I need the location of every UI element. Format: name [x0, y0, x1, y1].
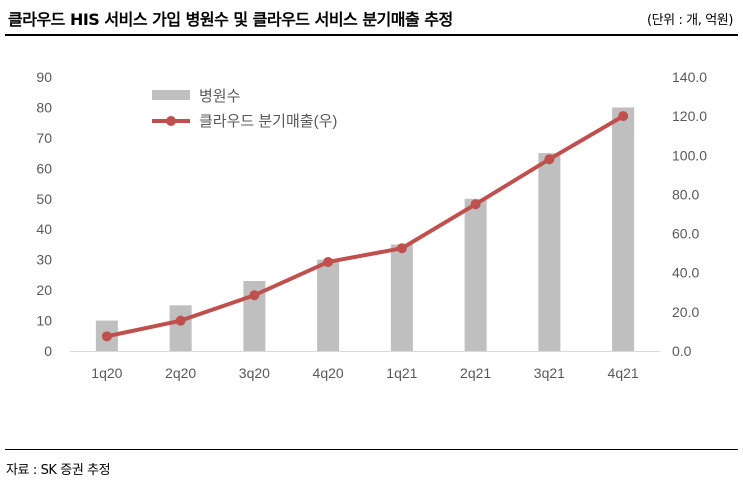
left-tick-label: 30 [36, 252, 52, 268]
line-point [323, 256, 334, 267]
x-tick-label: 4q20 [313, 365, 344, 381]
right-tick-label: 80.0 [672, 186, 699, 202]
source-note: 자료 : SK 증권 추정 [6, 463, 111, 478]
bar-series [95, 107, 635, 351]
line-point [618, 111, 629, 122]
combo-chart: 0 10 20 30 40 50 60 70 80 90 0.0 20.0 40.0 60.0 80.0 1… [36, 69, 707, 381]
line-point [101, 331, 112, 342]
legend-line-marker [166, 116, 176, 126]
left-tick-label: 80 [36, 99, 52, 115]
bar [390, 244, 413, 351]
line-series [101, 111, 629, 342]
left-axis: 0 10 20 30 40 50 60 70 80 90 [36, 69, 52, 359]
right-tick-label: 140.0 [672, 69, 707, 85]
left-tick-label: 60 [36, 160, 52, 176]
x-tick-label: 1q20 [91, 365, 122, 381]
top-divider [5, 34, 738, 36]
legend-bar-swatch [152, 90, 190, 100]
left-tick-label: 90 [36, 69, 52, 85]
series-line [104, 114, 626, 339]
bar [317, 259, 340, 351]
chart-title: 클라우드 HIS 서비스 가입 병원수 및 클라우드 서비스 분기매출 추정 [8, 10, 453, 29]
bar [464, 198, 487, 351]
bar [612, 107, 635, 351]
right-tick-label: 60.0 [672, 226, 699, 242]
legend-line-label: 클라우드 분기매출(우) [199, 113, 337, 130]
left-tick-label: 50 [36, 191, 52, 207]
right-tick-label: 100.0 [672, 147, 707, 163]
left-tick-label: 70 [36, 130, 52, 146]
line-point [544, 154, 555, 165]
x-tick-label: 1q21 [386, 365, 417, 381]
x-tick-label: 3q21 [534, 365, 565, 381]
left-tick-label: 10 [36, 313, 52, 329]
right-tick-label: 120.0 [672, 108, 707, 124]
right-tick-label: 40.0 [672, 265, 699, 281]
left-tick-label: 20 [36, 282, 52, 298]
x-axis: 1q20 2q20 3q20 4q20 1q21 2q21 3q21 4q21 [91, 365, 639, 381]
unit-label: (단위 : 개, 억원) [646, 13, 733, 28]
right-tick-label: 0.0 [672, 343, 692, 359]
left-tick-label: 0 [44, 343, 52, 359]
line-point [249, 290, 260, 301]
bar [169, 305, 192, 351]
x-tick-label: 2q20 [165, 365, 196, 381]
legend-bar-label: 병원수 [199, 88, 240, 105]
left-tick-label: 40 [36, 221, 52, 237]
right-tick-label: 20.0 [672, 304, 699, 320]
right-axis: 0.0 20.0 40.0 60.0 80.0 100.0 120.0 140.0 [672, 69, 707, 359]
line-point [470, 199, 481, 210]
x-tick-label: 2q21 [460, 365, 491, 381]
bar [538, 153, 561, 351]
line-point [175, 315, 186, 326]
bottom-divider [5, 449, 738, 450]
x-tick-label: 4q21 [608, 365, 639, 381]
x-tick-label: 3q20 [239, 365, 270, 381]
line-point [396, 243, 407, 254]
